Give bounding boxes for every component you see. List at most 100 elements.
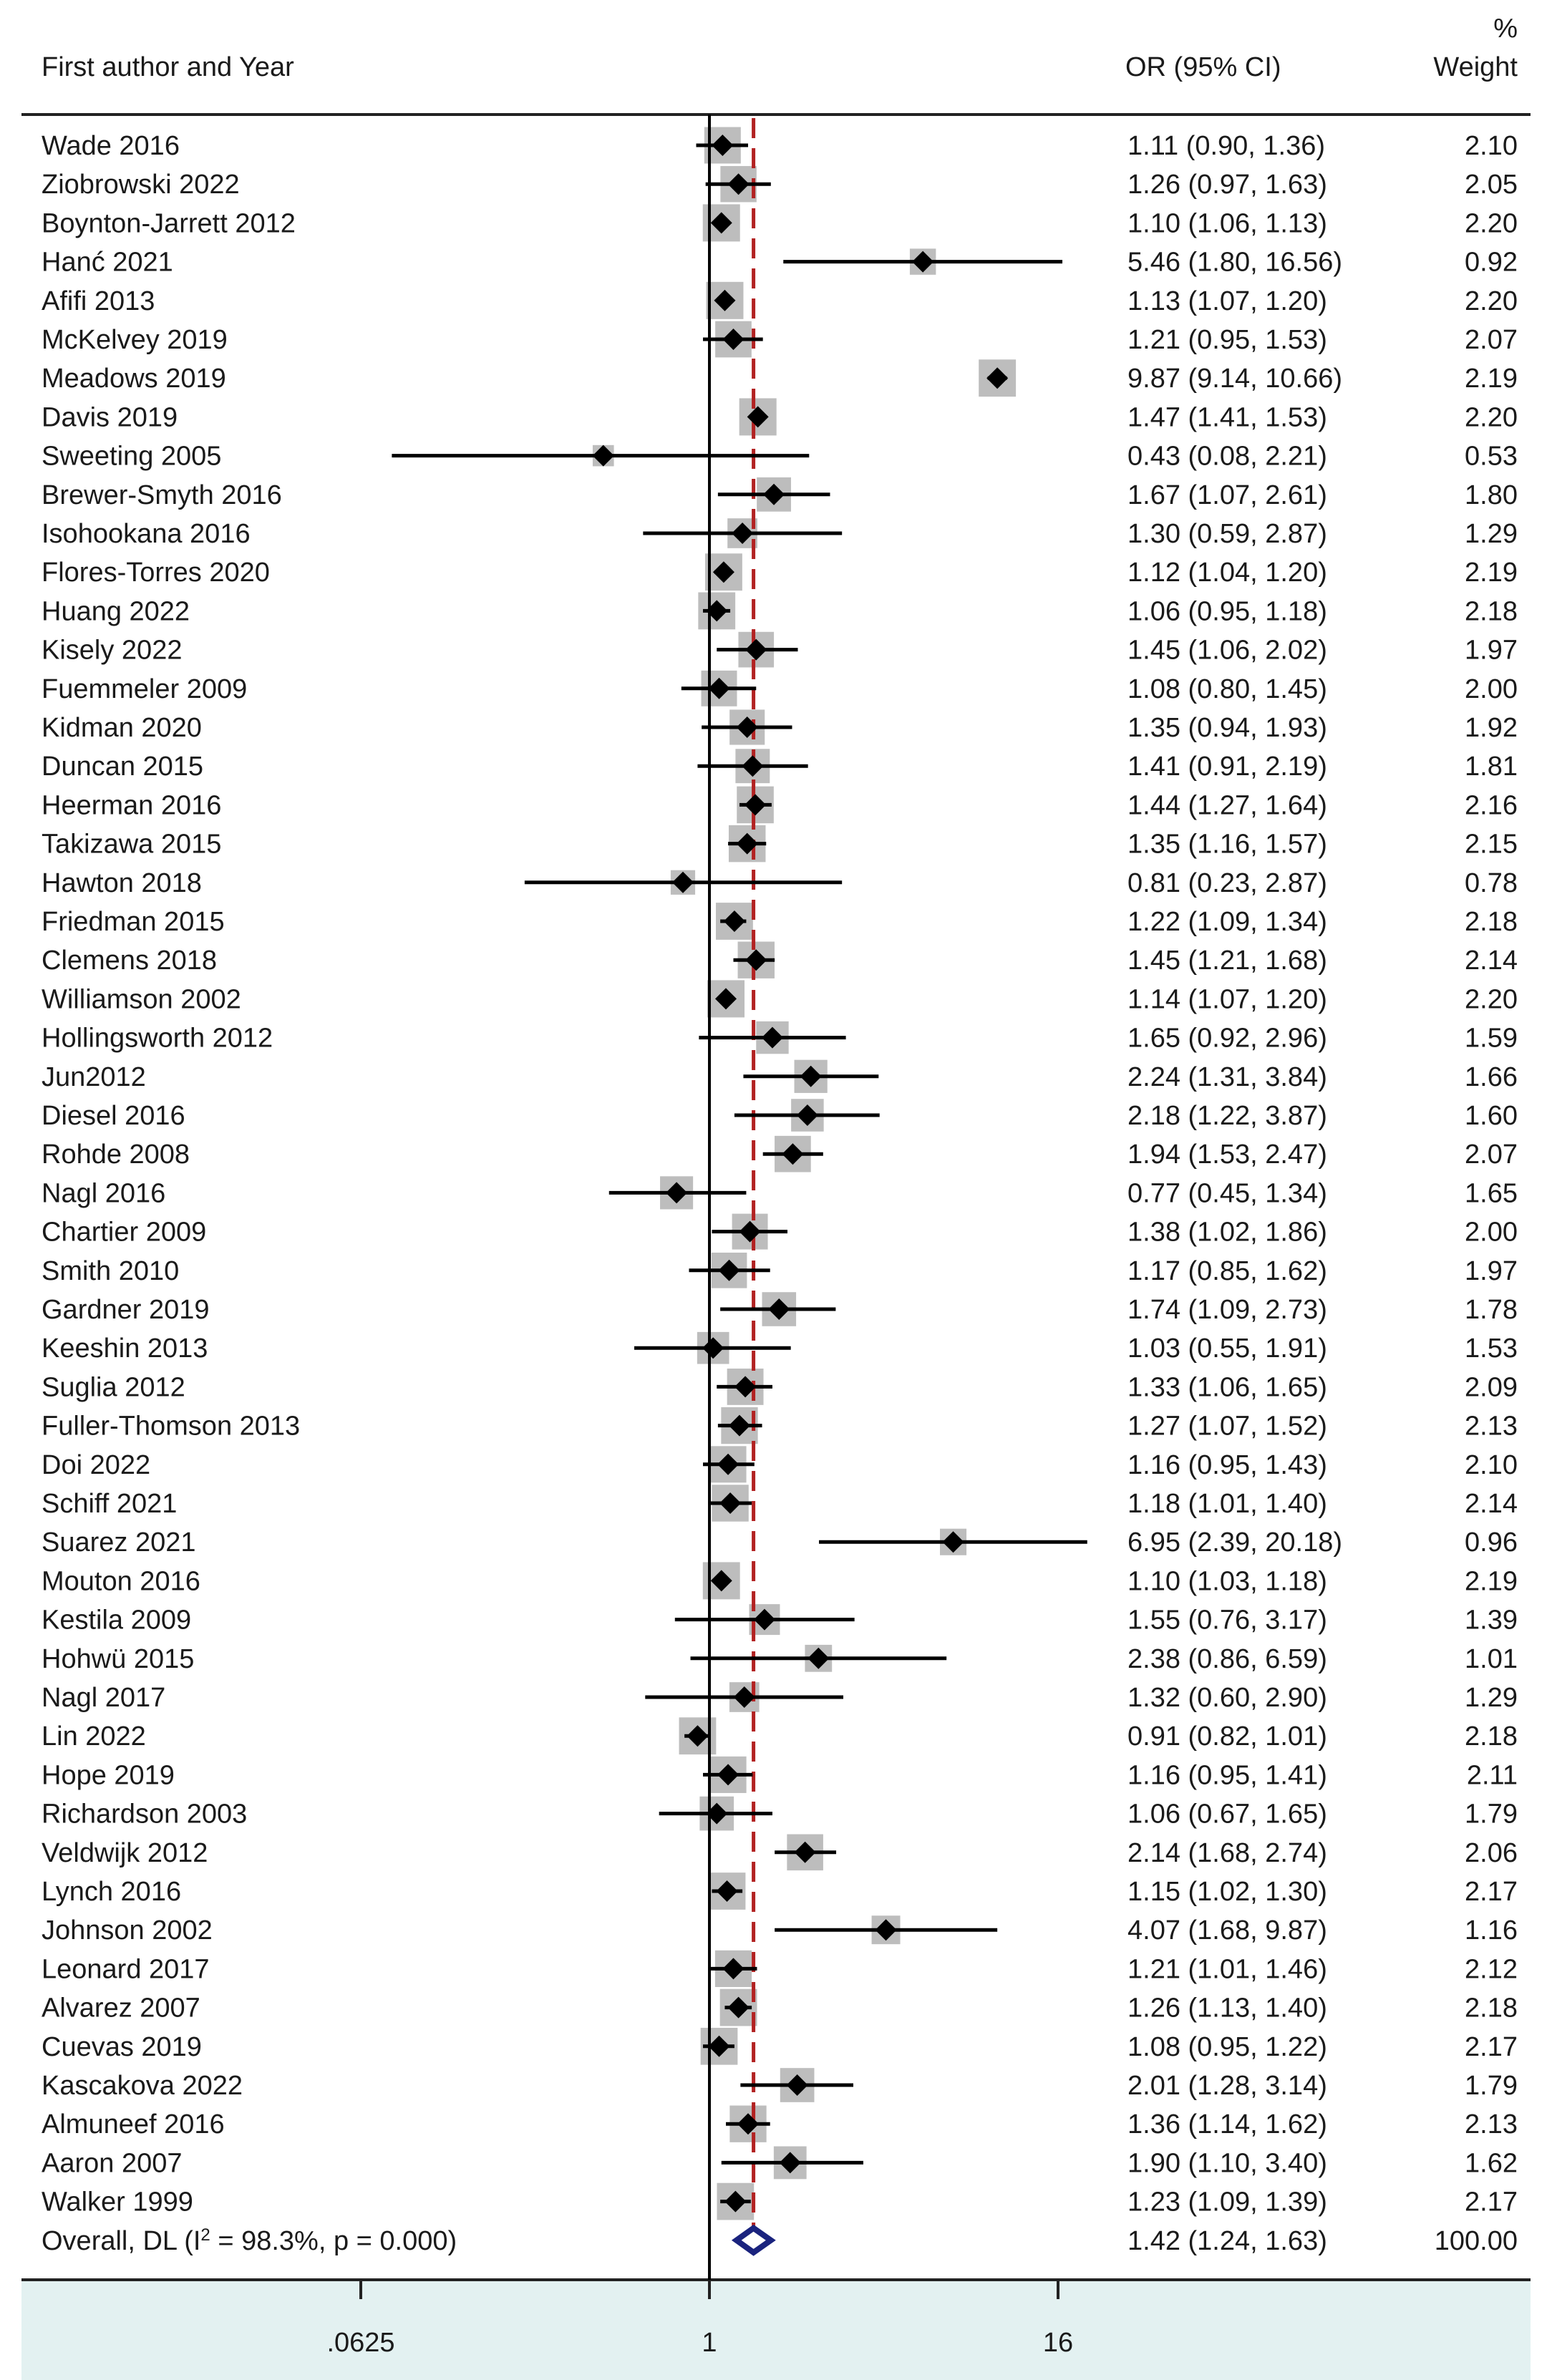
estimate-marker — [715, 988, 737, 1010]
estimate-marker — [739, 1220, 761, 1243]
or-value: 1.16 (0.95, 1.43) — [1127, 1450, 1327, 1480]
weight-value: 1.59 — [1465, 1024, 1518, 1054]
estimate-marker — [763, 483, 785, 505]
study-label: Kestila 2009 — [42, 1606, 191, 1636]
weight-value: 2.20 — [1465, 208, 1518, 238]
point-estimates — [592, 135, 1009, 2213]
study-label: Hohwü 2015 — [42, 1644, 194, 1674]
weight-value: 1.60 — [1465, 1101, 1518, 1131]
study-label: Chartier 2009 — [42, 1218, 206, 1248]
estimate-marker — [724, 2190, 747, 2213]
or-value: 1.94 (1.53, 2.47) — [1127, 1140, 1327, 1170]
weight-value: 2.20 — [1465, 286, 1518, 316]
study-label: Meadows 2019 — [42, 364, 226, 394]
or-value: 1.21 (0.95, 1.53) — [1127, 325, 1327, 355]
weight-value: 1.79 — [1465, 2071, 1518, 2101]
or-value: 1.27 (1.07, 1.52) — [1127, 1412, 1327, 1442]
or-value: 1.55 (0.76, 3.17) — [1127, 1606, 1327, 1636]
x-tick-label: 1 — [702, 2328, 717, 2358]
or-value: 1.11 (0.90, 1.36) — [1127, 131, 1325, 161]
study-label: Williamson 2002 — [42, 984, 241, 1014]
study-label: Lin 2022 — [42, 1721, 146, 1752]
estimate-marker — [986, 367, 1009, 389]
weight-value: 1.92 — [1465, 713, 1518, 743]
weight-value: 2.05 — [1465, 170, 1518, 200]
weight-value: 2.12 — [1465, 1954, 1518, 1984]
weight-value: 1.62 — [1465, 2148, 1518, 2178]
study-label: Mouton 2016 — [42, 1566, 200, 1596]
study-label: Hope 2019 — [42, 1760, 175, 1790]
weight-value: 2.13 — [1465, 2109, 1518, 2139]
weight-value: 2.17 — [1465, 2032, 1518, 2062]
estimate-marker — [794, 1841, 816, 1863]
weight-value: 0.78 — [1465, 868, 1518, 898]
weight-value: 1.78 — [1465, 1295, 1518, 1325]
weight-value: 0.92 — [1465, 248, 1518, 278]
or-value: 1.06 (0.95, 1.18) — [1127, 596, 1327, 626]
weight-value: 2.07 — [1465, 325, 1518, 355]
or-value: 1.44 (1.27, 1.64) — [1127, 790, 1327, 820]
estimate-marker — [782, 1143, 804, 1165]
estimate-marker — [745, 794, 767, 816]
study-label: Jun2012 — [42, 1062, 146, 1092]
weight-value: 1.16 — [1465, 1915, 1518, 1946]
study-label: Hollingsworth 2012 — [42, 1024, 273, 1054]
or-value: 0.43 (0.08, 2.21) — [1127, 442, 1327, 472]
or-value: 1.21 (1.01, 1.46) — [1127, 1954, 1327, 1984]
estimate-marker — [796, 1104, 818, 1126]
study-label: Huang 2022 — [42, 596, 190, 626]
or-value: 1.14 (1.07, 1.20) — [1127, 984, 1327, 1014]
weight-value: 1.66 — [1465, 1062, 1518, 1092]
or-value: 1.17 (0.85, 1.62) — [1127, 1256, 1327, 1286]
weight-value: 2.18 — [1465, 596, 1518, 626]
estimate-marker — [716, 1880, 738, 1902]
or-value: 0.77 (0.45, 1.34) — [1127, 1178, 1327, 1208]
study-label: Leonard 2017 — [42, 1954, 210, 1984]
weight-value: 0.53 — [1465, 442, 1518, 472]
estimate-marker — [723, 910, 745, 932]
study-label: Fuemmeler 2009 — [42, 674, 247, 704]
study-label: Hawton 2018 — [42, 868, 202, 898]
weight-value: 1.97 — [1465, 636, 1518, 666]
weight-value: 1.65 — [1465, 1178, 1518, 1208]
estimate-marker — [737, 2113, 760, 2135]
estimate-marker — [736, 832, 758, 855]
estimate-marker — [708, 2035, 730, 2057]
study-label: Alvarez 2007 — [42, 1993, 200, 2024]
estimate-marker — [736, 717, 758, 738]
estimate-marker — [761, 1026, 783, 1049]
estimate-marker — [745, 638, 767, 661]
or-value: 1.38 (1.02, 1.86) — [1127, 1218, 1327, 1248]
study-label: Kisely 2022 — [42, 636, 182, 666]
study-label: Richardson 2003 — [42, 1799, 247, 1830]
or-value: 2.38 (0.86, 6.59) — [1127, 1644, 1327, 1674]
overall-label-sup: 2 — [200, 2225, 210, 2244]
or-value: 1.08 (0.95, 1.22) — [1127, 2032, 1327, 2062]
estimate-marker — [712, 561, 734, 583]
study-label: Nagl 2016 — [42, 1178, 165, 1208]
or-value: 1.33 (1.06, 1.65) — [1127, 1372, 1327, 1402]
weight-value: 1.97 — [1465, 1256, 1518, 1286]
weight-value: 2.17 — [1465, 1877, 1518, 1907]
weight-value: 2.09 — [1465, 1372, 1518, 1402]
estimate-marker — [807, 1647, 830, 1669]
weight-value: 1.80 — [1465, 480, 1518, 510]
header-weight-pct: % — [1493, 14, 1518, 44]
estimate-marker — [753, 1608, 775, 1631]
or-value: 1.15 (1.02, 1.30) — [1127, 1877, 1327, 1907]
study-label: Suglia 2012 — [42, 1372, 185, 1402]
or-value: 1.35 (1.16, 1.57) — [1127, 830, 1327, 860]
study-label: Johnson 2002 — [42, 1915, 213, 1946]
weight-value: 1.81 — [1465, 752, 1518, 782]
or-value: 0.91 (0.82, 1.01) — [1127, 1721, 1327, 1752]
overall-weight: 100.00 — [1435, 2226, 1518, 2256]
x-axis: .0625 1 16 — [326, 2280, 1073, 2358]
weight-value: 2.19 — [1465, 1566, 1518, 1596]
or-value: 0.81 (0.23, 2.87) — [1127, 868, 1327, 898]
or-value: 1.26 (1.13, 1.40) — [1127, 1993, 1327, 2024]
study-label: Brewer-Smyth 2016 — [42, 480, 282, 510]
study-label: Heerman 2016 — [42, 790, 221, 820]
estimate-marker — [714, 289, 736, 311]
header-or: OR (95% CI) — [1125, 52, 1281, 82]
weight-value: 2.15 — [1465, 830, 1518, 860]
